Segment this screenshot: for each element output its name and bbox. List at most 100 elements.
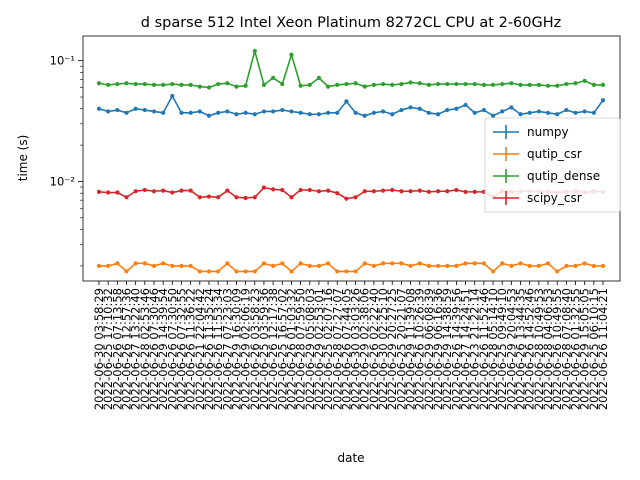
data-point-qutip_dense	[426, 82, 431, 88]
data-point-scipy_csr	[399, 189, 404, 194]
data-point-qutip_dense	[472, 81, 477, 87]
data-point-numpy	[197, 109, 202, 114]
x-tick-label: 2022-06-27 13:22:40	[129, 288, 143, 410]
data-point-qutip_csr	[216, 269, 221, 274]
data-point-scipy_csr	[133, 189, 138, 194]
data-point-numpy	[445, 107, 450, 113]
data-point-scipy_csr	[445, 189, 450, 194]
series-numpy	[96, 93, 606, 118]
data-point-qutip_csr	[335, 269, 340, 274]
data-point-qutip_dense	[298, 83, 303, 88]
x-tick-label: 2022-06-29 06:08:39	[422, 288, 436, 410]
data-point-qutip_csr	[353, 269, 358, 274]
data-point-qutip_csr	[518, 261, 523, 266]
data-point-numpy	[234, 112, 239, 117]
data-point-qutip_csr	[280, 261, 285, 266]
data-point-qutip_csr	[500, 261, 505, 266]
data-point-qutip_csr	[271, 263, 276, 269]
x-tick-label: 2022-06-26 12:57:36	[119, 288, 133, 410]
data-point-scipy_csr	[243, 195, 248, 201]
data-point-qutip_dense	[261, 82, 267, 88]
data-point-numpy	[280, 107, 285, 113]
data-point-qutip_csr	[115, 261, 120, 266]
series-qutip_csr	[96, 261, 606, 274]
data-point-qutip_csr	[362, 261, 367, 266]
data-point-qutip_dense	[115, 81, 120, 87]
data-point-numpy	[573, 110, 578, 115]
data-point-qutip_csr	[555, 269, 560, 274]
x-tick-label: 2022-06-28 04:06:53	[541, 288, 555, 410]
data-point-scipy_csr	[316, 189, 322, 194]
data-point-qutip_csr	[161, 261, 166, 266]
data-point-scipy_csr	[408, 189, 413, 194]
data-point-scipy_csr	[271, 187, 276, 192]
data-point-numpy	[261, 109, 267, 114]
data-point-qutip_dense	[518, 82, 523, 88]
x-tick-label: 2022-06-26 07:44:05	[339, 288, 353, 410]
data-point-scipy_csr	[124, 195, 129, 200]
x-tick-label: 2022-06-25 20:21:07	[394, 288, 408, 410]
x-tick-label: 2022-06-26 03:58:23	[248, 288, 262, 410]
data-point-numpy	[170, 93, 175, 99]
data-point-qutip_csr	[481, 261, 486, 266]
data-point-numpy	[555, 112, 560, 117]
data-point-scipy_csr	[151, 189, 157, 194]
data-point-numpy	[325, 110, 331, 115]
data-point-qutip_dense	[390, 82, 395, 88]
data-point-qutip_csr	[197, 269, 202, 274]
data-point-qutip_csr	[289, 269, 294, 274]
data-point-qutip_csr	[188, 263, 193, 269]
data-point-qutip_csr	[151, 263, 157, 269]
data-point-numpy	[527, 110, 532, 115]
data-point-scipy_csr	[115, 190, 120, 195]
x-tick-label: 2022-06-25 17:10:32	[101, 288, 115, 410]
data-point-qutip_dense	[307, 82, 312, 88]
x-tick-label: 2022-06-29 20:27:25	[385, 288, 399, 410]
data-point-qutip_dense	[133, 81, 138, 87]
x-tick-label: 2022-06-29 20:04:53	[504, 288, 518, 410]
x-tick-label: 2022-06-29 14:38:59	[440, 288, 454, 410]
data-point-qutip_csr	[96, 263, 102, 269]
data-point-qutip_dense	[161, 82, 166, 88]
data-point-numpy	[179, 110, 184, 115]
x-tick-label: 2022-06-26 07:30:50	[165, 288, 179, 410]
y-axis-label: time (s)	[16, 135, 30, 182]
data-point-qutip_csr	[600, 263, 606, 269]
data-point-numpy	[600, 98, 606, 103]
data-point-numpy	[161, 110, 166, 115]
data-point-qutip_dense	[151, 82, 157, 88]
data-point-qutip_csr	[582, 261, 587, 266]
data-point-qutip_csr	[243, 269, 248, 274]
x-tick-label: 2022-06-26 02:22:40	[367, 288, 381, 410]
x-tick-label: 2022-06-26 10:49:55	[550, 288, 564, 410]
data-point-qutip_dense	[142, 81, 147, 87]
data-point-numpy	[591, 110, 596, 115]
data-point-qutip_dense	[96, 81, 102, 86]
data-point-qutip_csr	[252, 269, 257, 274]
data-point-qutip_dense	[555, 83, 560, 88]
legend: numpy qutip_csr qutip_dense scipy_csr	[484, 117, 621, 213]
x-tick-label: 2022-06-29 02:06:19	[239, 288, 253, 410]
data-point-qutip_dense	[206, 85, 212, 90]
data-point-qutip_csr	[426, 263, 431, 269]
data-point-qutip_csr	[445, 263, 450, 269]
x-tick-label: 2022-06-29 16:30:09	[229, 288, 243, 410]
data-point-numpy	[518, 112, 523, 117]
data-point-qutip_csr	[417, 261, 422, 266]
x-tick-label: 2022-06-29 15:05:05	[578, 288, 592, 410]
x-tick-label: 2022-06-26 07:30:46	[147, 288, 161, 410]
data-point-qutip_dense	[252, 48, 257, 54]
data-point-qutip_csr	[380, 261, 386, 266]
data-point-qutip_dense	[170, 81, 175, 87]
data-point-qutip_dense	[399, 81, 404, 87]
data-point-numpy	[344, 99, 349, 104]
x-tick-label: 2022-06-28 07:59:50	[294, 288, 308, 410]
data-point-numpy	[252, 112, 257, 117]
x-tick-label: 2022-06-29 14:39:54	[156, 288, 170, 410]
data-point-qutip_dense	[591, 82, 596, 88]
data-point-qutip_csr	[371, 263, 377, 269]
data-point-scipy_csr	[206, 194, 212, 199]
data-point-qutip_csr	[509, 263, 514, 269]
data-point-qutip_dense	[500, 81, 505, 87]
data-point-qutip_dense	[188, 82, 193, 88]
